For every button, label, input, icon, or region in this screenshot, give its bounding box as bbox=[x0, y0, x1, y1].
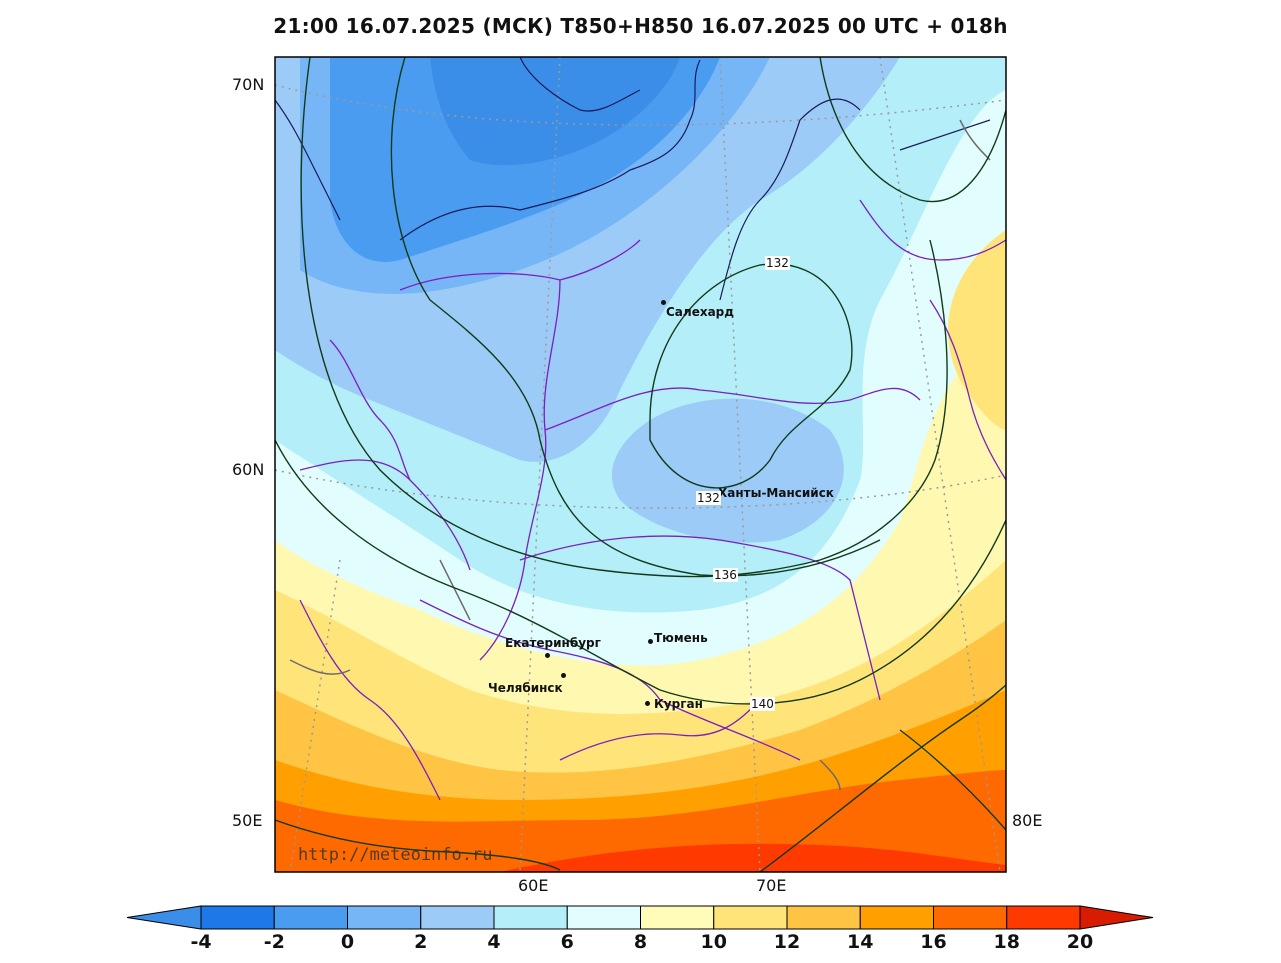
lat-label-70n: 70N bbox=[232, 75, 265, 94]
colorbar-segment bbox=[200, 905, 275, 930]
colorbar-tick-label: 20 bbox=[1066, 931, 1094, 953]
colorbar-tick-label: 8 bbox=[633, 931, 648, 953]
colorbar-tick-label: 10 bbox=[700, 931, 727, 953]
colorbar-segment bbox=[786, 905, 861, 930]
colorbar-tick-label: -4 bbox=[190, 931, 212, 953]
temperature-field bbox=[275, 57, 1006, 872]
colorbar-segment bbox=[933, 905, 1008, 930]
city-label-tyumen: Тюмень bbox=[654, 631, 708, 645]
colorbar-segment bbox=[859, 905, 934, 930]
colorbar-extend-high bbox=[1079, 905, 1154, 930]
city-label-salekhard: Салехард bbox=[666, 305, 734, 319]
colorbar-tick-label: 2 bbox=[414, 931, 428, 953]
contour-label-140: 140 bbox=[750, 697, 775, 711]
colorbar-tick-label: 12 bbox=[773, 931, 801, 953]
city-label-yekaterinburg: Екатеринбург bbox=[505, 636, 601, 650]
contour-label-136: 136 bbox=[713, 568, 738, 582]
colorbar-tick-label: 4 bbox=[487, 931, 501, 953]
contour-label-132-a: 132 bbox=[765, 256, 790, 270]
colorbar-tick-label: 0 bbox=[340, 931, 355, 953]
colorbar-segment bbox=[347, 905, 422, 930]
city-dot-yekaterinburg bbox=[545, 653, 550, 658]
city-dot-salekhard bbox=[661, 300, 666, 305]
city-label-khanty-mansiysk: Ханты-Мансийск bbox=[718, 486, 834, 500]
colorbar-extend-low bbox=[126, 905, 202, 930]
colorbar-segment bbox=[1006, 905, 1081, 930]
colorbar bbox=[126, 905, 1154, 930]
admin-borders bbox=[299, 199, 1006, 801]
colorbar-tick-label: 14 bbox=[847, 931, 874, 953]
city-label-kurgan: Курган bbox=[654, 697, 703, 711]
city-dot-kurgan bbox=[645, 701, 650, 706]
colorbar-segment bbox=[273, 905, 348, 930]
colorbar-segment bbox=[640, 905, 715, 930]
coastline bbox=[275, 57, 991, 301]
colorbar-tick-label: -2 bbox=[263, 931, 285, 953]
lat-label-60n: 60N bbox=[232, 460, 265, 479]
colorbar-tick-label: 6 bbox=[560, 931, 574, 953]
lat-label-50e: 50E bbox=[232, 811, 263, 830]
contour-label-132-b: 132 bbox=[696, 491, 721, 505]
map-title: 21:00 16.07.2025 (МСК) T850+H850 16.07.2… bbox=[273, 14, 1008, 38]
map-frame bbox=[274, 56, 1007, 873]
lon-label-80e: 80E bbox=[1012, 811, 1043, 830]
graticule bbox=[275, 57, 1006, 872]
lon-label-60e: 60E bbox=[518, 876, 549, 895]
city-dot-chelyabinsk bbox=[561, 673, 566, 678]
city-dot-tyumen bbox=[648, 639, 653, 644]
lon-label-70e: 70E bbox=[756, 876, 787, 895]
colorbar-segment bbox=[420, 905, 495, 930]
colorbar-tick-label: 16 bbox=[920, 931, 947, 953]
geopotential-contours bbox=[275, 57, 1006, 872]
colorbar-segment bbox=[566, 905, 641, 930]
colorbar-tick-label: 18 bbox=[993, 931, 1020, 953]
watermark-url: http://meteoinfo.ru bbox=[298, 845, 493, 865]
colorbar-segment bbox=[713, 905, 788, 930]
colorbar-segment bbox=[493, 905, 568, 930]
city-label-chelyabinsk: Челябинск bbox=[488, 681, 563, 695]
